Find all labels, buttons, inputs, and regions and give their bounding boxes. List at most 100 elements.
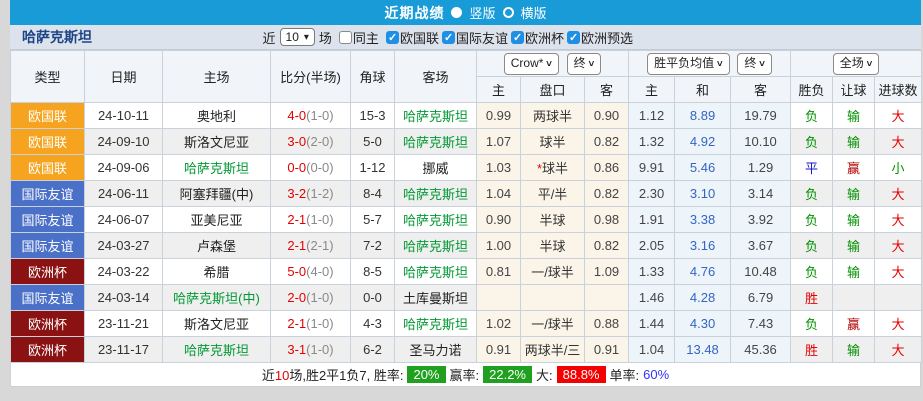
league-filter-label: 欧洲杯 bbox=[524, 30, 564, 46]
league-badge: 国际友谊 bbox=[10, 284, 85, 311]
checkbox-checked-icon[interactable] bbox=[385, 30, 399, 44]
league-filter-label: 欧国联 bbox=[399, 30, 439, 46]
fulltime-score: 2-0 bbox=[287, 290, 307, 305]
home-team: 斯洛文尼亚 bbox=[162, 310, 271, 337]
avg-draw-odds: 13.48 bbox=[674, 336, 732, 363]
results-table: 类型 日期 主场 比分(半场) 角球 客场 Crow* 终 胜平负均值 终 bbox=[10, 50, 923, 363]
handicap-home-odds: 1.07 bbox=[476, 128, 521, 155]
avg-draw-odds: 3.38 bbox=[674, 206, 732, 233]
score-cell: 4-0(1-0) bbox=[270, 102, 351, 129]
league-badge: 国际友谊 bbox=[10, 206, 85, 233]
handicap-line: *球半 bbox=[520, 154, 585, 181]
goals-outcome: 大 bbox=[874, 336, 923, 363]
home-team: 阿塞拜疆(中) bbox=[162, 180, 271, 207]
handicap-outcome: 输 bbox=[832, 128, 876, 155]
handicap-away-odds: 0.82 bbox=[583, 128, 630, 155]
handicap-line: 球半 bbox=[520, 128, 585, 155]
result-outcome: 胜 bbox=[790, 336, 834, 363]
checkbox-checked-icon[interactable] bbox=[441, 30, 455, 44]
goals-outcome: 大 bbox=[874, 102, 923, 129]
goals-outcome: 大 bbox=[874, 310, 923, 337]
panel-title: 近期战绩 bbox=[384, 4, 445, 21]
checkbox-unchecked-icon[interactable] bbox=[338, 30, 352, 44]
avg-win-odds: 1.12 bbox=[628, 102, 676, 129]
table-row: 欧洲杯 24-03-22 希腊 5-0(4-0) 8-5 哈萨克斯坦 0.81 … bbox=[10, 258, 923, 285]
home-team: 哈萨克斯坦(中) bbox=[162, 284, 271, 311]
score-cell: 2-1(1-0) bbox=[270, 310, 351, 337]
corner-count: 4-3 bbox=[350, 310, 395, 337]
league-filter-item[interactable]: 欧国联 bbox=[385, 28, 439, 47]
corner-count: 5-0 bbox=[350, 128, 395, 155]
away-team: 哈萨克斯坦 bbox=[394, 102, 477, 129]
match-date: 24-06-11 bbox=[84, 180, 163, 207]
avg-lose-odds: 6.79 bbox=[730, 284, 792, 311]
avg-lose-odds: 45.36 bbox=[730, 336, 792, 363]
match-date: 23-11-17 bbox=[84, 336, 163, 363]
fulltime-score: 3-0 bbox=[287, 134, 307, 149]
recent-label: 近 bbox=[262, 30, 276, 46]
league-badge: 欧洲杯 bbox=[10, 258, 85, 285]
handicap-home-odds: 0.99 bbox=[476, 102, 521, 129]
avg-draw-odds: 3.10 bbox=[674, 180, 732, 207]
horizontal-layout-radio[interactable] bbox=[502, 7, 514, 18]
same-home-filter[interactable]: 同主 bbox=[338, 28, 379, 47]
score-cell: 0-0(0-0) bbox=[270, 154, 351, 181]
sub-header-handicap-result: 让球 bbox=[832, 76, 876, 103]
league-filter-item[interactable]: 欧洲预选 bbox=[566, 28, 633, 47]
league-filter-group: 欧国联国际友谊欧洲杯欧洲预选 bbox=[383, 28, 633, 47]
filter-controls: 近 10 场 同主 欧国联国际友谊欧洲杯欧洲预选 bbox=[262, 28, 633, 47]
vertical-layout-radio[interactable] bbox=[451, 7, 463, 18]
handicap-home-odds bbox=[476, 284, 521, 311]
session-select[interactable]: 全场 bbox=[832, 52, 880, 75]
handicap-line-text: 半球 bbox=[539, 239, 566, 254]
avg-win-odds: 1.33 bbox=[628, 258, 676, 285]
col-header-date: 日期 bbox=[84, 50, 163, 103]
recent-count-select[interactable]: 10 bbox=[279, 28, 315, 46]
halftime-score: (1-0) bbox=[306, 108, 334, 123]
bookmaker-select[interactable]: Crow* bbox=[503, 52, 560, 75]
handicap-home-odds: 0.91 bbox=[476, 336, 521, 363]
result-outcome: 负 bbox=[790, 232, 834, 259]
horizontal-layout-label[interactable]: 横版 bbox=[520, 6, 547, 21]
table-row: 国际友谊 24-03-14 哈萨克斯坦(中) 2-0(1-0) 0-0 土库曼斯… bbox=[10, 284, 923, 311]
avg-lose-odds: 3.14 bbox=[730, 180, 792, 207]
vertical-layout-label[interactable]: 竖版 bbox=[469, 6, 496, 21]
result-outcome: 负 bbox=[790, 128, 834, 155]
match-date: 24-06-07 bbox=[84, 206, 163, 233]
avg-final-select[interactable]: 终 bbox=[737, 52, 772, 75]
profit-rate-badge: 22.2% bbox=[483, 366, 532, 383]
fulltime-score: 4-0 bbox=[287, 108, 307, 123]
handicap-away-odds: 0.82 bbox=[583, 180, 630, 207]
league-filter-item[interactable]: 国际友谊 bbox=[441, 28, 508, 47]
big-rate-label: 大: bbox=[536, 368, 553, 383]
corner-count: 5-7 bbox=[350, 206, 395, 233]
checkbox-checked-icon[interactable] bbox=[510, 30, 524, 44]
avg-lose-odds: 3.67 bbox=[730, 232, 792, 259]
match-date: 24-03-14 bbox=[84, 284, 163, 311]
halftime-score: (1-2) bbox=[306, 186, 334, 201]
league-filter-item[interactable]: 欧洲杯 bbox=[510, 28, 564, 47]
match-date: 24-03-27 bbox=[84, 232, 163, 259]
corner-count: 6-2 bbox=[350, 336, 395, 363]
handicap-line: 一/球半 bbox=[520, 310, 585, 337]
sub-header-handicap-away: 客 bbox=[583, 76, 630, 103]
avg-win-odds: 1.04 bbox=[628, 336, 676, 363]
away-team: 挪威 bbox=[394, 154, 477, 181]
same-home-label: 同主 bbox=[352, 30, 379, 46]
panel-title-bar: 近期战绩 竖版 横版 bbox=[10, 0, 921, 25]
avg-draw-odds: 4.76 bbox=[674, 258, 732, 285]
handicap-home-odds: 0.81 bbox=[476, 258, 521, 285]
goals-outcome bbox=[874, 284, 923, 311]
handicap-outcome: 输 bbox=[832, 336, 876, 363]
avg-lose-odds: 1.29 bbox=[730, 154, 792, 181]
handicap-away-odds: 0.82 bbox=[583, 232, 630, 259]
handicap-away-odds: 0.91 bbox=[583, 336, 630, 363]
sub-header-win: 主 bbox=[628, 76, 676, 103]
avg-draw-odds: 4.92 bbox=[674, 128, 732, 155]
handicap-final-select[interactable]: 终 bbox=[566, 52, 602, 75]
result-outcome: 负 bbox=[790, 206, 834, 233]
score-cell: 2-1(2-1) bbox=[270, 232, 351, 259]
checkbox-checked-icon[interactable] bbox=[566, 30, 580, 44]
avg-odds-select[interactable]: 胜平负均值 bbox=[647, 52, 730, 75]
